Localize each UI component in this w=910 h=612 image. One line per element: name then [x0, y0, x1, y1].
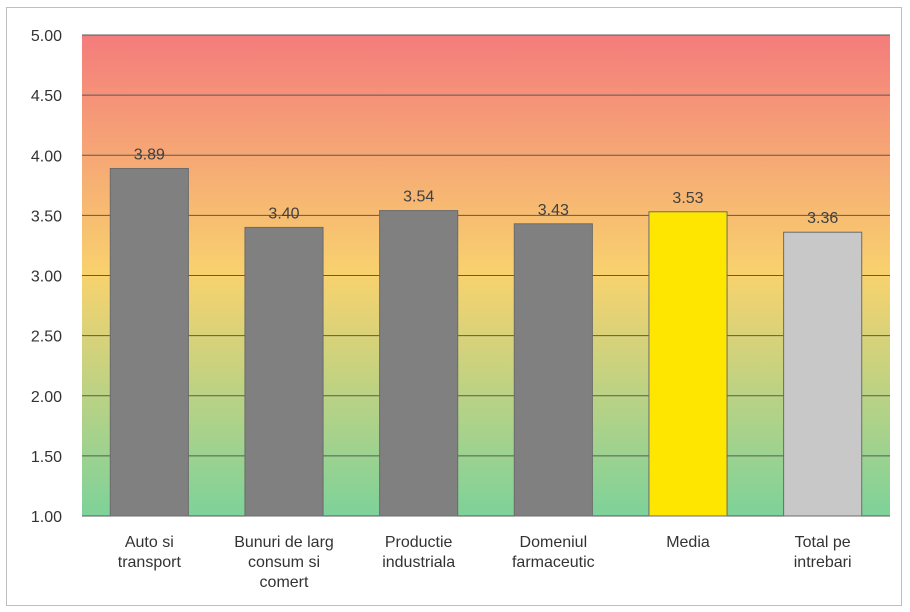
bar — [648, 211, 728, 517]
data-label: 3.36 — [807, 210, 838, 227]
x-tick-label: comert — [260, 574, 309, 591]
data-label: 3.43 — [538, 202, 569, 219]
bar — [513, 223, 593, 517]
bar — [109, 167, 189, 517]
x-tick-label: farmaceutic — [512, 554, 595, 571]
x-tick-label: industriala — [382, 554, 455, 571]
y-tick-label: 5.00 — [31, 28, 62, 45]
bar — [244, 226, 324, 517]
y-tick-label: 1.00 — [31, 509, 62, 526]
data-label: 3.89 — [134, 146, 165, 163]
x-tick-label: Domeniul — [520, 534, 588, 551]
y-tick-label: 1.50 — [31, 449, 62, 466]
data-label: 3.54 — [403, 189, 434, 206]
x-tick-label: Productie — [385, 534, 453, 551]
x-tick-label: consum si — [248, 554, 320, 571]
y-tick-label: 2.00 — [31, 389, 62, 406]
y-tick-label: 4.00 — [31, 148, 62, 165]
y-tick-label: 2.50 — [31, 329, 62, 346]
data-label: 3.40 — [268, 205, 299, 222]
y-tick-label: 4.50 — [31, 88, 62, 105]
x-tick-label: transport — [118, 554, 182, 571]
bar — [379, 210, 459, 517]
x-tick-label: Media — [666, 534, 710, 551]
x-tick-label: Auto si — [125, 534, 174, 551]
y-tick-label: 3.00 — [31, 269, 62, 286]
bar — [783, 231, 863, 517]
x-tick-label: Total pe — [795, 534, 851, 551]
data-label: 3.53 — [672, 190, 703, 207]
x-tick-label: Bunuri de larg — [234, 534, 334, 551]
y-tick-label: 3.50 — [31, 208, 62, 225]
x-tick-label: intrebari — [794, 554, 852, 571]
